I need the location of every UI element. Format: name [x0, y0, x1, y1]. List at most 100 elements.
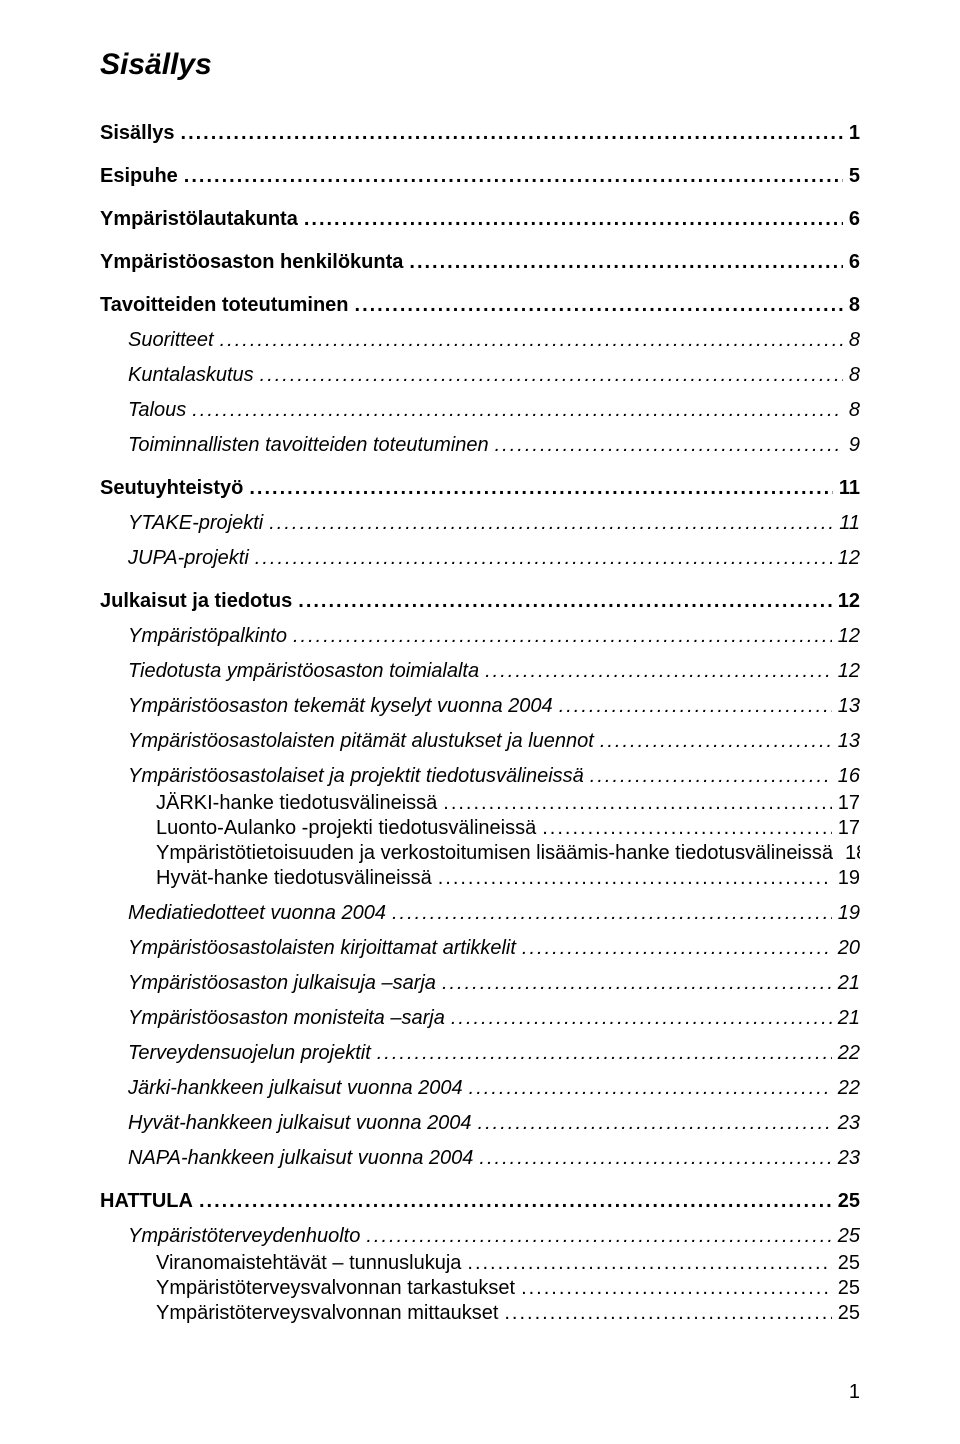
toc-entry: Toiminnallisten tavoitteiden toteutumine…	[100, 434, 860, 457]
toc-entry-leader: ........................................…	[377, 1042, 832, 1065]
toc-entry: Suoritteet..............................…	[100, 329, 860, 352]
toc-entry: JÄRKI-hanke tiedotusvälineissä..........…	[100, 792, 860, 815]
toc-entry-leader: ........................................…	[522, 937, 832, 960]
toc-entry-page: 12	[838, 660, 860, 683]
toc-entry-label: Ympäristöosastolaisten pitämät alustukse…	[128, 730, 594, 753]
toc-entry: Ympäristölautakunta.....................…	[100, 208, 860, 231]
toc-entry-label: JUPA-projekti	[128, 547, 249, 570]
toc-entry-page: 9	[849, 434, 860, 457]
toc-list: Sisällys................................…	[100, 122, 860, 1325]
page-title: Sisällys	[100, 48, 860, 82]
toc-entry-page: 25	[838, 1252, 860, 1275]
toc-entry-label: Kuntalaskutus	[128, 364, 254, 387]
toc-entry-label: HATTULA	[100, 1190, 193, 1213]
toc-entry-leader: ........................................…	[298, 590, 831, 613]
toc-entry-label: Suoritteet	[128, 329, 214, 352]
toc-entry-leader: ........................................…	[542, 817, 832, 840]
toc-entry-label: Ympäristölautakunta	[100, 208, 298, 231]
toc-entry-page: 6	[849, 208, 860, 231]
toc-entry-page: 5	[849, 165, 860, 188]
toc-entry: Talous..................................…	[100, 399, 860, 422]
toc-entry-label: Sisällys	[100, 122, 175, 145]
toc-entry: HATTULA.................................…	[100, 1190, 860, 1213]
toc-entry-page: 11	[839, 477, 860, 500]
toc-entry-leader: ........................................…	[255, 547, 832, 570]
toc-entry-label: Ympäristöosaston tekemät kyselyt vuonna …	[128, 695, 553, 718]
toc-entry-label: Ympäristöosastolaisten kirjoittamat arti…	[128, 937, 516, 960]
toc-entry-label: Tiedotusta ympäristöosaston toimialalta	[128, 660, 479, 683]
toc-entry-label: Hyvät-hankkeen julkaisut vuonna 2004	[128, 1112, 472, 1135]
toc-entry-leader: ........................................…	[192, 399, 843, 422]
toc-entry-label: Tavoitteiden toteutuminen	[100, 294, 349, 317]
toc-entry-page: 21	[838, 972, 860, 995]
toc-entry: Kuntalaskutus...........................…	[100, 364, 860, 387]
toc-entry: Ympäristöterveydenhuolto................…	[100, 1225, 860, 1248]
toc-entry-page: 23	[838, 1112, 860, 1135]
toc-entry-page: 19	[838, 902, 860, 925]
toc-entry-label: Ympäristöosaston monisteita –sarja	[128, 1007, 445, 1030]
toc-entry-label: Luonto-Aulanko -projekti tiedotusvälinei…	[156, 817, 536, 840]
toc-entry-label: Seutuyhteistyö	[100, 477, 243, 500]
toc-entry: NAPA-hankkeen julkaisut vuonna 2004.....…	[100, 1147, 860, 1170]
toc-entry-page: 8	[849, 399, 860, 422]
toc-entry-label: JÄRKI-hanke tiedotusvälineissä	[156, 792, 437, 815]
toc-entry-label: NAPA-hankkeen julkaisut vuonna 2004	[128, 1147, 473, 1170]
toc-entry: Ympäristötietoisuuden ja verkostoitumise…	[100, 842, 860, 865]
toc-entry-label: Ympäristöterveysvalvonnan tarkastukset	[156, 1277, 515, 1300]
toc-entry: Mediatiedotteet vuonna 2004.............…	[100, 902, 860, 925]
toc-entry-leader: ........................................…	[181, 122, 843, 145]
toc-entry: Viranomaistehtävät – tunnuslukuja.......…	[100, 1252, 860, 1275]
toc-entry: Järki-hankkeen julkaisut vuonna 2004....…	[100, 1077, 860, 1100]
toc-entry-page: 22	[838, 1077, 860, 1100]
toc-entry-label: Ympäristöosaston julkaisuja –sarja	[128, 972, 436, 995]
toc-page: Sisällys Sisällys.......................…	[0, 0, 960, 1444]
toc-entry: Sisällys................................…	[100, 122, 860, 145]
toc-entry: Ympäristöpalkinto.......................…	[100, 625, 860, 648]
toc-entry-page: 12	[838, 625, 860, 648]
toc-entry-page: 22	[838, 1042, 860, 1065]
toc-entry-leader: ........................................…	[600, 730, 832, 753]
toc-entry: Ympäristöosaston monisteita –sarja......…	[100, 1007, 860, 1030]
toc-entry-leader: ........................................…	[443, 792, 831, 815]
toc-entry: Ympäristöterveysvalvonnan tarkastukset..…	[100, 1277, 860, 1300]
toc-entry-page: 20	[838, 937, 860, 960]
toc-entry-page: 23	[838, 1147, 860, 1170]
toc-entry: Ympäristöosaston julkaisuja –sarja......…	[100, 972, 860, 995]
toc-entry-leader: ........................................…	[469, 1077, 832, 1100]
toc-entry-page: 21	[838, 1007, 860, 1030]
toc-entry-leader: ........................................…	[467, 1252, 831, 1275]
toc-entry-leader: ........................................…	[199, 1190, 832, 1213]
toc-entry-page: 8	[849, 294, 860, 317]
toc-entry-label: Esipuhe	[100, 165, 178, 188]
toc-entry-label: Terveydensuojelun projektit	[128, 1042, 371, 1065]
toc-entry: Hyvät-hanke tiedotusvälineissä..........…	[100, 867, 860, 890]
toc-entry-label: Ympäristöterveydenhuolto	[128, 1225, 360, 1248]
toc-entry-leader: ........................................…	[366, 1225, 831, 1248]
toc-entry-page: 12	[838, 547, 860, 570]
toc-entry-leader: ........................................…	[504, 1302, 831, 1325]
toc-entry-label: Ympäristöosastolaiset ja projektit tiedo…	[128, 765, 584, 788]
toc-entry: Ympäristöterveysvalvonnan mittaukset....…	[100, 1302, 860, 1325]
toc-entry-page: 12	[838, 590, 860, 613]
toc-entry-page: 25	[838, 1302, 860, 1325]
toc-entry-page: 18	[845, 842, 860, 865]
toc-entry-leader: ........................................…	[438, 867, 832, 890]
toc-entry-page: 17	[838, 792, 860, 815]
page-number: 1	[849, 1381, 860, 1404]
toc-entry-label: Talous	[128, 399, 186, 422]
toc-entry-label: Viranomaistehtävät – tunnuslukuja	[156, 1252, 461, 1275]
toc-entry: YTAKE-projekti..........................…	[100, 512, 860, 535]
toc-entry-leader: ........................................…	[590, 765, 832, 788]
toc-entry-label: Järki-hankkeen julkaisut vuonna 2004	[128, 1077, 463, 1100]
toc-entry-page: 1	[849, 122, 860, 145]
toc-entry-page: 16	[838, 765, 860, 788]
toc-entry: Ympäristöosaston tekemät kyselyt vuonna …	[100, 695, 860, 718]
toc-entry: Ympäristöosaston henkilökunta...........…	[100, 251, 860, 274]
toc-entry-leader: ........................................…	[485, 660, 832, 683]
toc-entry-label: YTAKE-projekti	[128, 512, 263, 535]
toc-entry-label: Mediatiedotteet vuonna 2004	[128, 902, 386, 925]
toc-entry: Hyvät-hankkeen julkaisut vuonna 2004....…	[100, 1112, 860, 1135]
toc-entry: Ympäristöosastolaisten kirjoittamat arti…	[100, 937, 860, 960]
toc-entry-leader: ........................................…	[478, 1112, 832, 1135]
toc-entry-leader: ........................................…	[184, 165, 843, 188]
